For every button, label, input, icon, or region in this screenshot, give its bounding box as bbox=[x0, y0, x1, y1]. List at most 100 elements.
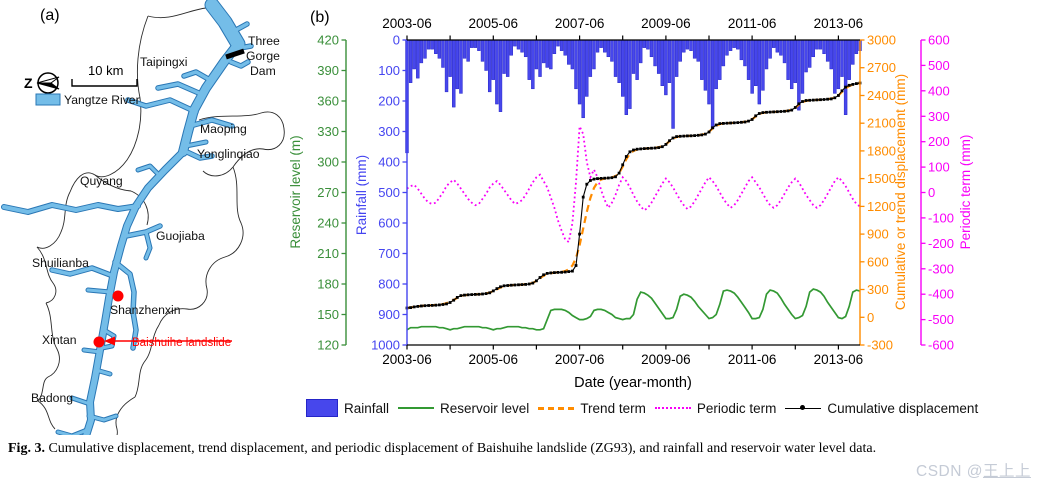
legend-label-periodic-term: Periodic term bbox=[696, 400, 777, 416]
baishuihe-landslide-marker bbox=[93, 336, 105, 348]
svg-text:330: 330 bbox=[317, 124, 339, 139]
svg-text:-600: -600 bbox=[928, 338, 954, 353]
periodic-axis: -600 -500 -400 -300 -200 -100 0 100 200 300 400 500… bbox=[920, 33, 954, 353]
legend-label-trend-term: Trend term bbox=[580, 400, 646, 416]
svg-text:0: 0 bbox=[928, 185, 935, 200]
svg-text:-400: -400 bbox=[928, 287, 954, 302]
svg-text:0: 0 bbox=[393, 33, 400, 48]
map-boundaries bbox=[36, 7, 285, 446]
svg-text:420: 420 bbox=[317, 33, 339, 48]
legend-item-rainfall: Rainfall bbox=[306, 399, 389, 417]
rainfall-bars bbox=[405, 39, 862, 154]
svg-text:150: 150 bbox=[317, 307, 339, 322]
legend-item-periodic-term: Periodic term bbox=[654, 400, 777, 416]
north-arrow-icon: Z bbox=[24, 72, 60, 94]
label-quyang: Quyang bbox=[80, 174, 123, 188]
panel-b-label: (b) bbox=[310, 9, 330, 26]
svg-text:600: 600 bbox=[378, 216, 400, 231]
svg-text:300: 300 bbox=[317, 155, 339, 170]
chart-panel-b: (b) 120 150 180 210 240 270 300 330 360 390 420 0 10… bbox=[288, 9, 973, 391]
displacement-axis-title: Cumulative or trend displacement (mm) bbox=[893, 74, 908, 310]
chart-legend: Rainfall Reservoir level Trend term Peri… bbox=[306, 399, 987, 417]
legend-label-cumulative-displacement: Cumulative displacement bbox=[827, 400, 979, 416]
watermark-prefix: CSDN @ bbox=[916, 463, 983, 480]
svg-text:2700: 2700 bbox=[867, 60, 896, 75]
svg-text:1000: 1000 bbox=[371, 338, 400, 353]
trend-term-line bbox=[406, 82, 861, 310]
svg-text:2400: 2400 bbox=[867, 88, 896, 103]
figure-caption: Fig. 3. Cumulative displacement, trend d… bbox=[8, 441, 1032, 457]
legend-item-cumulative-displacement: Cumulative displacement bbox=[785, 401, 978, 416]
scale-label: 10 km bbox=[88, 63, 123, 78]
cumulative-line-icon bbox=[785, 404, 822, 410]
svg-text:3000: 3000 bbox=[867, 33, 896, 48]
svg-text:700: 700 bbox=[378, 246, 400, 261]
svg-text:800: 800 bbox=[378, 277, 400, 292]
svg-text:500: 500 bbox=[928, 58, 950, 73]
svg-text:390: 390 bbox=[317, 63, 339, 78]
landslide-arrowhead bbox=[104, 336, 115, 346]
label-xintan: Xintan bbox=[42, 333, 77, 347]
svg-text:2009-06: 2009-06 bbox=[641, 352, 691, 367]
svg-text:100: 100 bbox=[378, 63, 400, 78]
three-gorge-dam-bar bbox=[225, 48, 245, 60]
cumulative-displacement-line bbox=[406, 82, 861, 309]
map-legend: Yangtze River bbox=[35, 93, 140, 107]
periodic-axis-title: Periodic term (mm) bbox=[958, 135, 973, 250]
label-yonglinqiao: Yonglinqiao bbox=[197, 147, 260, 161]
caption-text: Cumulative displacement, trend displacem… bbox=[44, 441, 877, 456]
svg-text:2011-06: 2011-06 bbox=[728, 16, 777, 31]
legend-item-reservoir-level: Reservoir level bbox=[398, 401, 529, 416]
river-legend-swatch bbox=[35, 93, 61, 106]
legend-label-rainfall: Rainfall bbox=[344, 400, 390, 416]
cumulative-displacement-markers bbox=[405, 81, 862, 310]
svg-text:400: 400 bbox=[378, 155, 400, 170]
label-maoping: Maoping bbox=[200, 122, 247, 136]
label-three-gorge-dam-2: Gorge bbox=[246, 49, 280, 63]
svg-text:-500: -500 bbox=[928, 312, 954, 327]
svg-text:-100: -100 bbox=[928, 210, 954, 225]
label-three-gorge-dam-1: Three bbox=[248, 34, 280, 48]
reservoir-line-icon bbox=[398, 407, 435, 409]
svg-text:1500: 1500 bbox=[867, 171, 896, 186]
yangtze-river-shape bbox=[2, 0, 253, 451]
svg-text:-300: -300 bbox=[928, 261, 954, 276]
shanzhenxin-marker bbox=[112, 290, 124, 302]
scale-bar: 10 km bbox=[71, 63, 138, 87]
svg-text:-300: -300 bbox=[867, 338, 893, 353]
svg-text:2013-06: 2013-06 bbox=[814, 352, 864, 367]
svg-text:900: 900 bbox=[867, 227, 889, 242]
rainfall-axis: 0 100 200 300 400 500 600 700 800 900 1000 bbox=[371, 33, 408, 353]
svg-text:2011-06: 2011-06 bbox=[728, 352, 777, 367]
svg-text:500: 500 bbox=[378, 185, 400, 200]
svg-text:120: 120 bbox=[317, 338, 339, 353]
svg-text:2013-06: 2013-06 bbox=[814, 16, 864, 31]
svg-text:200: 200 bbox=[378, 94, 400, 109]
map-place-labels: Taipingxi Three Gorge Dam Maoping Yongli… bbox=[31, 34, 280, 405]
svg-text:2100: 2100 bbox=[867, 116, 896, 131]
svg-text:0: 0 bbox=[867, 310, 874, 325]
svg-text:2005-06: 2005-06 bbox=[469, 16, 519, 31]
trend-line-icon bbox=[538, 406, 575, 410]
reservoir-level-line bbox=[406, 288, 861, 331]
svg-text:2003-06: 2003-06 bbox=[382, 352, 432, 367]
x-axes: 2003-06 2003-06 2005-06 2005-06 2007-06 2007-… bbox=[382, 16, 863, 367]
svg-text:300: 300 bbox=[928, 109, 950, 124]
svg-text:2003-06: 2003-06 bbox=[382, 16, 432, 31]
landslide-label: Baishuihe landslide bbox=[132, 337, 231, 349]
periodic-line-icon bbox=[654, 407, 691, 409]
legend-label-reservoir-level: Reservoir level bbox=[440, 400, 530, 416]
caption-number: Fig. 3. bbox=[8, 441, 45, 456]
svg-text:400: 400 bbox=[928, 83, 950, 98]
rainfall-axis-title: Rainfall (mm) bbox=[354, 155, 369, 235]
cumulative-marker-dot bbox=[800, 404, 806, 410]
x-axis-title: Date (year-month) bbox=[574, 375, 692, 391]
periodic-term-line bbox=[406, 122, 861, 244]
map-panel-a: (a) bbox=[1, 0, 285, 452]
svg-text:1200: 1200 bbox=[867, 199, 896, 214]
svg-text:180: 180 bbox=[317, 277, 339, 292]
watermark-name: 王上上 bbox=[982, 463, 1031, 480]
svg-text:300: 300 bbox=[867, 282, 889, 297]
